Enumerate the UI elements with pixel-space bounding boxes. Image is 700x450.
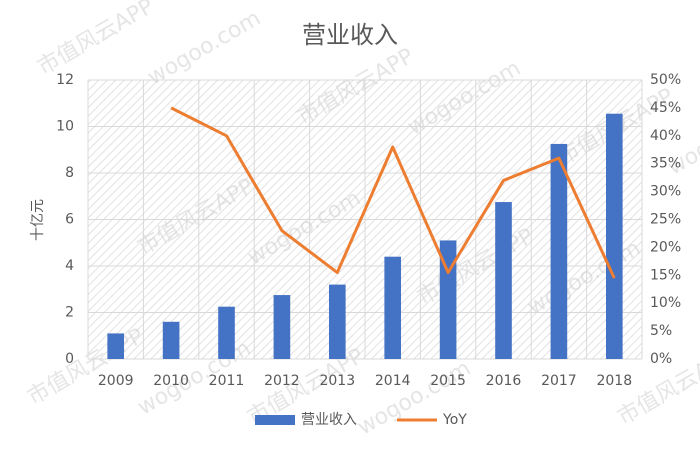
- y-tick-label: 6: [65, 212, 74, 228]
- y2-tick-label: 30%: [650, 184, 681, 200]
- y2-tick-label: 25%: [650, 212, 681, 228]
- y2-tick-label: 35%: [650, 156, 681, 172]
- y2-tick-label: 0%: [650, 351, 672, 367]
- y2-tick-label: 20%: [650, 239, 681, 255]
- y-tick-label: 8: [65, 165, 74, 181]
- bar: [384, 256, 402, 359]
- x-tick-label: 2009: [98, 373, 134, 389]
- y2-tick-label: 15%: [650, 267, 681, 283]
- bar: [495, 202, 512, 359]
- bar: [328, 284, 346, 359]
- chart-title: 营业收入: [302, 21, 398, 49]
- bar: [273, 295, 291, 359]
- legend-label: YoY: [442, 412, 467, 428]
- x-tick-label: 2017: [541, 373, 577, 389]
- bar: [550, 143, 568, 359]
- y2-tick-label: 45%: [650, 100, 681, 116]
- legend-swatch: [255, 415, 295, 425]
- y2-tick-label: 40%: [650, 128, 681, 144]
- x-tick-label: 2013: [319, 373, 355, 389]
- x-tick-label: 2016: [486, 373, 522, 389]
- y-tick-label: 2: [65, 305, 74, 321]
- x-tick-label: 2018: [596, 373, 632, 389]
- y-tick-label: 12: [56, 72, 74, 88]
- x-tick-label: 2012: [264, 373, 300, 389]
- bar: [162, 321, 180, 359]
- bar: [605, 113, 623, 360]
- x-tick-label: 2015: [430, 373, 466, 389]
- bar: [107, 333, 125, 359]
- x-tick-label: 2011: [209, 373, 245, 389]
- line: [170, 106, 616, 279]
- bar: [218, 306, 235, 359]
- y2-tick-label: 10%: [650, 295, 681, 311]
- y-axis-label: 十亿元: [30, 199, 46, 241]
- y-tick-label: 0: [65, 351, 74, 367]
- x-tick-label: 2014: [375, 373, 411, 389]
- x-tick-label: 2010: [153, 373, 189, 389]
- y2-tick-label: 50%: [650, 72, 681, 88]
- y-tick-label: 10: [56, 119, 74, 135]
- y-tick-label: 4: [65, 258, 74, 274]
- legend-label: 营业收入: [301, 412, 357, 428]
- y2-tick-label: 5%: [650, 323, 672, 339]
- bar: [439, 240, 457, 359]
